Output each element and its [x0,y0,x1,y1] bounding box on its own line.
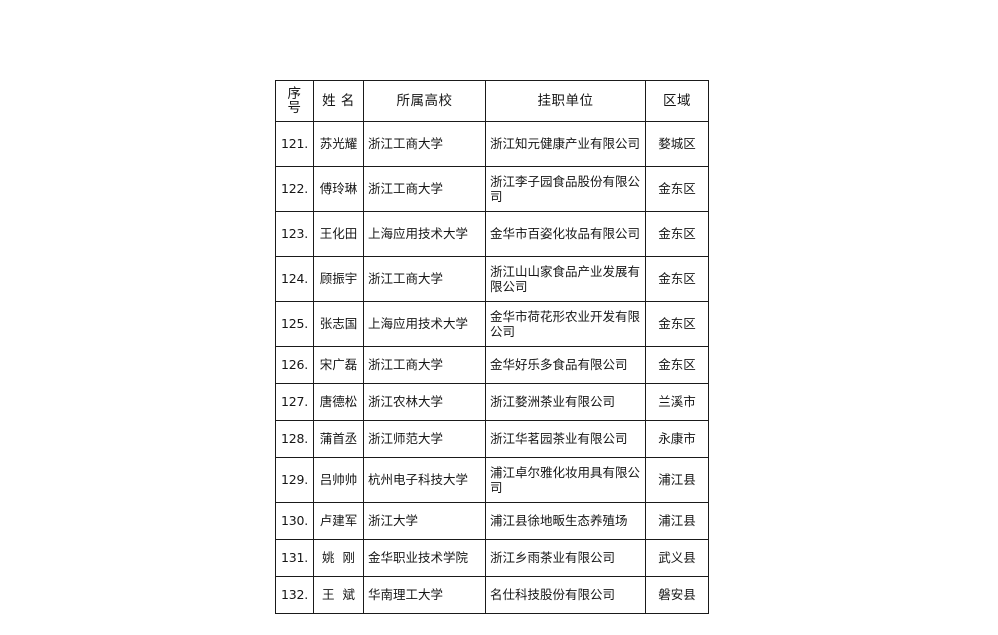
table-body: 121. 苏光耀 浙江工商大学 浙江知元健康产业有限公司 婺城区 122. 傅玲琳 浙江工商大… [275,121,709,614]
cell-unit: 名仕科技股份有限公司 [485,576,646,614]
cell-seq: 123. [275,211,314,257]
cell-unit: 浙江婺洲茶业有限公司 [485,383,646,421]
cell-name: 王 斌 [313,576,364,614]
column-header-unit: 挂职单位 [485,80,646,122]
column-header-region: 区域 [645,80,709,122]
cell-school: 浙江工商大学 [363,346,486,384]
cell-region: 兰溪市 [645,383,709,421]
cell-school: 上海应用技术大学 [363,211,486,257]
column-header-name: 姓 名 [313,80,364,122]
cell-unit: 浦江卓尔雅化妆用具有限公司 [485,457,646,503]
table-row: 128. 蒲首丞 浙江师范大学 浙江华茗园茶业有限公司 永康市 [275,420,709,458]
cell-school: 浙江大学 [363,502,486,540]
cell-school: 浙江工商大学 [363,256,486,302]
cell-region: 金东区 [645,256,709,302]
table-header: 序号 姓 名 所属高校 挂职单位 区域 [275,80,709,122]
table-row: 130. 卢建军 浙江大学 浦江县徐地畈生态养殖场 浦江县 [275,502,709,540]
cell-region: 金东区 [645,166,709,212]
cell-name: 张志国 [313,301,364,347]
cell-unit: 浙江华茗园茶业有限公司 [485,420,646,458]
cell-name: 唐德松 [313,383,364,421]
cell-seq: 131. [275,539,314,577]
cell-seq: 121. [275,121,314,167]
cell-region: 永康市 [645,420,709,458]
cell-name: 卢建军 [313,502,364,540]
cell-name: 吕帅帅 [313,457,364,503]
cell-unit: 浙江知元健康产业有限公司 [485,121,646,167]
cell-unit: 金华好乐多食品有限公司 [485,346,646,384]
cell-region: 金东区 [645,301,709,347]
cell-name: 蒲首丞 [313,420,364,458]
header-row: 序号 姓 名 所属高校 挂职单位 区域 [275,80,709,122]
table-row: 127. 唐德松 浙江农林大学 浙江婺洲茶业有限公司 兰溪市 [275,383,709,421]
cell-unit: 浙江乡雨茶业有限公司 [485,539,646,577]
cell-seq: 128. [275,420,314,458]
table-row: 131. 姚 刚金华职业技术学院 浙江乡雨茶业有限公司 武义县 [275,539,709,577]
table-row: 132. 王 斌华南理工大学 名仕科技股份有限公司 磐安县 [275,576,709,614]
cell-seq: 125. [275,301,314,347]
roster-table-container: 序号 姓 名 所属高校 挂职单位 区域 121. 苏光耀 浙江工商大学 浙江知元健康产… [275,80,709,614]
cell-seq: 122. [275,166,314,212]
cell-region: 浦江县 [645,457,709,503]
cell-unit: 浙江山山家食品产业发展有限公司 [485,256,646,302]
roster-table: 序号 姓 名 所属高校 挂职单位 区域 121. 苏光耀 浙江工商大学 浙江知元健康产… [275,80,709,614]
column-header-seq: 序号 [275,80,314,122]
cell-region: 金东区 [645,346,709,384]
table-row: 121. 苏光耀 浙江工商大学 浙江知元健康产业有限公司 婺城区 [275,121,709,167]
cell-name: 傅玲琳 [313,166,364,212]
cell-seq: 127. [275,383,314,421]
cell-seq: 124. [275,256,314,302]
cell-region: 武义县 [645,539,709,577]
cell-school: 杭州电子科技大学 [363,457,486,503]
table-row: 126. 宋广磊 浙江工商大学 金华好乐多食品有限公司 金东区 [275,346,709,384]
cell-name: 姚 刚 [313,539,364,577]
cell-seq: 129. [275,457,314,503]
cell-unit: 金华市荷花形农业开发有限公司 [485,301,646,347]
cell-unit: 金华市百姿化妆品有限公司 [485,211,646,257]
cell-school: 金华职业技术学院 [363,539,486,577]
cell-name: 顾振宇 [313,256,364,302]
cell-region: 浦江县 [645,502,709,540]
table-row: 124. 顾振宇 浙江工商大学 浙江山山家食品产业发展有限公司 金东区 [275,256,709,302]
cell-name: 苏光耀 [313,121,364,167]
cell-seq: 126. [275,346,314,384]
cell-seq: 130. [275,502,314,540]
cell-school: 浙江师范大学 [363,420,486,458]
cell-name: 宋广磊 [313,346,364,384]
cell-region: 婺城区 [645,121,709,167]
table-row: 125. 张志国 上海应用技术大学 金华市荷花形农业开发有限公司 金东区 [275,301,709,347]
table-row: 123. 王化田 上海应用技术大学 金华市百姿化妆品有限公司 金东区 [275,211,709,257]
cell-name: 王化田 [313,211,364,257]
column-header-school: 所属高校 [363,80,486,122]
cell-region: 磐安县 [645,576,709,614]
cell-school: 浙江工商大学 [363,121,486,167]
cell-school: 华南理工大学 [363,576,486,614]
cell-unit: 浙江李子园食品股份有限公司 [485,166,646,212]
cell-region: 金东区 [645,211,709,257]
cell-school: 浙江农林大学 [363,383,486,421]
table-row: 122. 傅玲琳 浙江工商大学 浙江李子园食品股份有限公司 金东区 [275,166,709,212]
cell-unit: 浦江县徐地畈生态养殖场 [485,502,646,540]
table-row: 129. 吕帅帅 杭州电子科技大学 浦江卓尔雅化妆用具有限公司 浦江县 [275,457,709,503]
cell-school: 上海应用技术大学 [363,301,486,347]
cell-seq: 132. [275,576,314,614]
cell-school: 浙江工商大学 [363,166,486,212]
